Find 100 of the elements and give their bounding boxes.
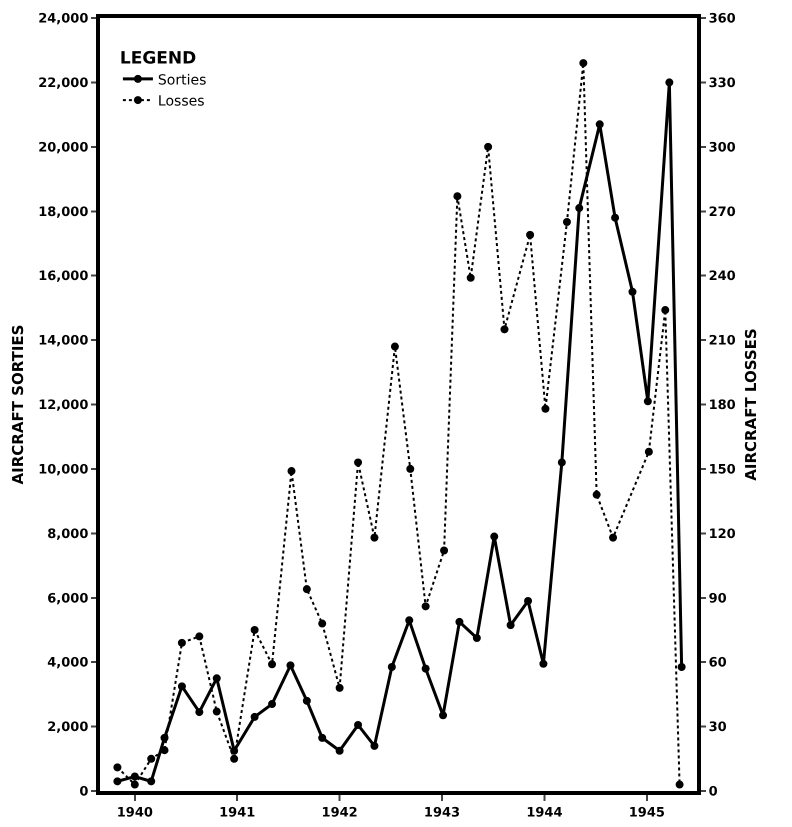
point [178, 638, 186, 647]
y-tick-label: 22,000 [38, 76, 88, 91]
point [490, 532, 498, 541]
x-tick-label: 1941 [219, 806, 256, 821]
point [370, 742, 378, 750]
point [506, 621, 515, 630]
point [541, 404, 550, 413]
point [230, 754, 238, 763]
point [628, 288, 636, 296]
point [370, 534, 378, 542]
point [539, 660, 548, 668]
y2-tick-label: 240 [708, 269, 736, 284]
y2-tick-label: 60 [708, 656, 727, 671]
point [195, 632, 204, 640]
point [455, 618, 464, 626]
y-axis-title: AIRCRAFT SORTIES [8, 324, 27, 484]
y-tick-label: 0 [79, 784, 88, 800]
point [113, 763, 122, 772]
point [644, 397, 652, 406]
y-tick-label: 20,000 [38, 140, 88, 156]
point [250, 626, 259, 634]
y2-tick-label: 30 [708, 720, 727, 736]
point [160, 746, 169, 754]
point [609, 534, 618, 542]
point [302, 585, 311, 594]
y2-tick-label: 300 [708, 140, 736, 156]
point [318, 734, 326, 742]
point [500, 325, 508, 334]
x-tick-label: 1945 [628, 806, 665, 821]
point [195, 708, 204, 716]
x-tick-label: 1943 [424, 806, 460, 821]
point [388, 663, 396, 671]
point [526, 230, 534, 239]
y2-tick-label: 0 [708, 784, 718, 800]
point [336, 684, 344, 692]
point [130, 780, 139, 789]
point [390, 342, 399, 351]
y-tick-label: 12,000 [38, 398, 88, 414]
point [336, 746, 344, 755]
point [678, 663, 686, 671]
point [354, 720, 362, 729]
point [558, 458, 566, 466]
point [440, 546, 448, 555]
point [484, 142, 492, 151]
point [147, 777, 156, 786]
point [212, 674, 221, 682]
point [287, 467, 296, 476]
y2-tick-label: 330 [708, 76, 736, 91]
point [422, 602, 430, 610]
point [268, 700, 276, 708]
point [466, 274, 475, 282]
y-tick-label: 14,000 [38, 334, 88, 349]
point [439, 711, 448, 720]
y2-tick-label: 150 [708, 462, 736, 478]
point [644, 448, 653, 456]
y2-tick-label: 90 [708, 591, 727, 606]
point [422, 664, 430, 673]
y-tick-label: 16,000 [38, 269, 88, 284]
y-tick-label: 6,000 [47, 591, 88, 606]
point [130, 772, 139, 781]
point [318, 620, 326, 628]
y2-tick-label: 270 [708, 204, 736, 220]
y-tick-label: 24,000 [38, 12, 88, 27]
y2-tick-label: 120 [708, 526, 736, 542]
point [453, 192, 462, 200]
point [575, 204, 584, 212]
y-tick-label: 4,000 [47, 656, 88, 671]
point [592, 490, 601, 499]
point [562, 218, 571, 226]
x-tick-label: 1944 [526, 806, 563, 821]
x-tick-label: 1940 [116, 806, 153, 821]
legend-label: Sorties [158, 72, 206, 88]
point [611, 214, 620, 222]
point [406, 464, 414, 473]
point [147, 754, 156, 763]
y-tick-label: 10,000 [38, 462, 88, 478]
y-tick-label: 8,000 [47, 526, 88, 542]
point [676, 780, 684, 789]
point [178, 682, 186, 690]
y2-tick-label: 180 [708, 398, 736, 414]
y-tick-label: 2,000 [47, 720, 88, 736]
y2-tick-label: 360 [708, 12, 736, 27]
y2-tick-label: 210 [708, 334, 736, 349]
legend-label: Losses [158, 94, 205, 110]
x-tick-label: 1942 [322, 806, 358, 821]
point [113, 777, 122, 786]
point [596, 120, 604, 128]
point [661, 306, 670, 314]
point [524, 596, 532, 605]
legend-title: LEGEND [120, 48, 196, 68]
y-tick-label: 18,000 [38, 204, 88, 220]
point [665, 78, 674, 86]
point [212, 708, 221, 716]
point [268, 660, 276, 668]
point [579, 59, 588, 68]
point [354, 458, 362, 466]
point [286, 661, 294, 670]
point [250, 712, 259, 721]
y2-axis-title: AIRCRAFT LOSSES [742, 328, 760, 481]
point [472, 634, 481, 642]
